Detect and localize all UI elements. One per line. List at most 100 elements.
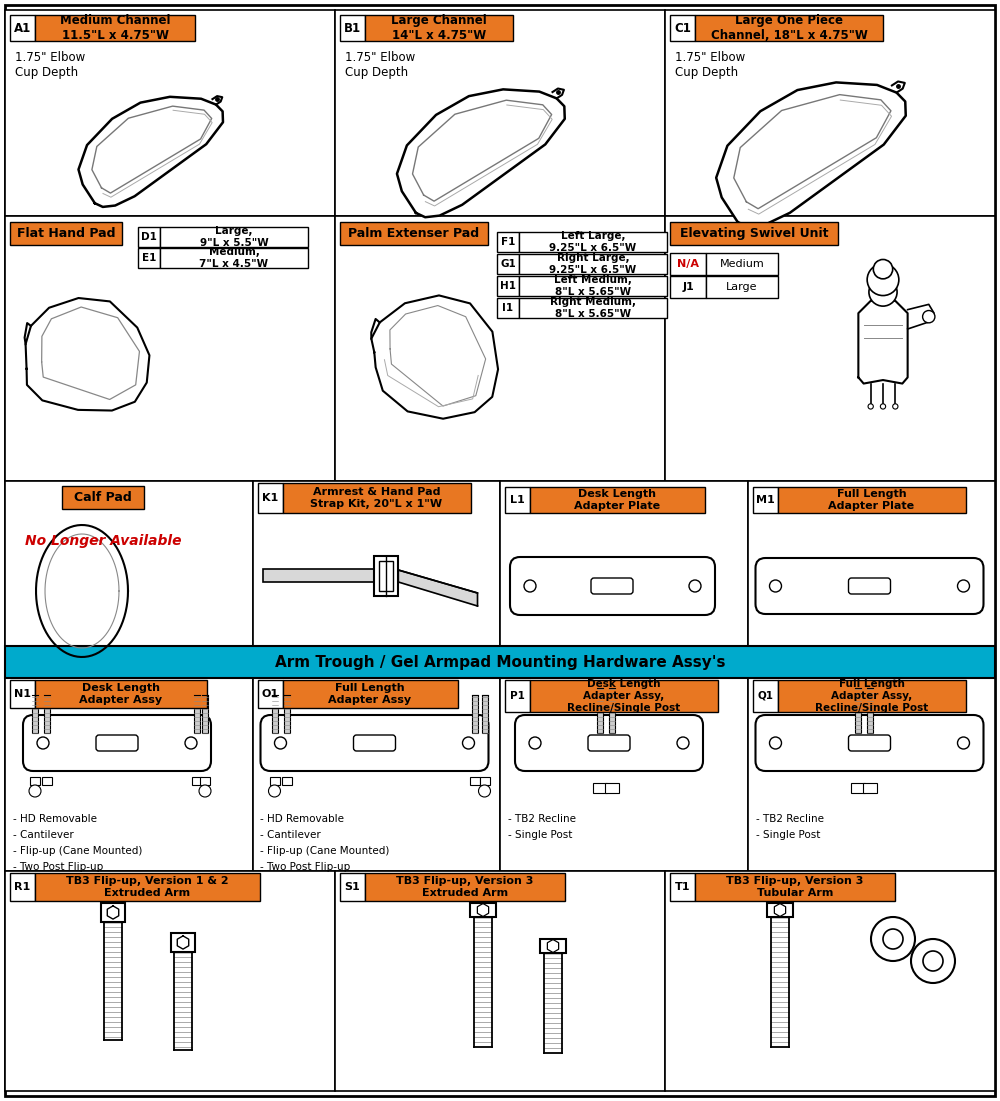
Bar [605,783,619,793]
Bar [262,569,374,582]
Polygon shape [858,301,908,383]
Circle shape [958,737,970,749]
Bar [866,688,872,733]
Text: Elevating Swivel Unit: Elevating Swivel Unit [680,227,828,240]
Bar [670,222,838,246]
Bar [470,903,496,917]
Text: Full Length
Adapter Assy,
Recline/Single Post: Full Length Adapter Assy, Recline/Single… [815,679,928,712]
Polygon shape [398,570,478,606]
Bar [138,227,160,247]
Circle shape [869,277,897,306]
Bar [519,254,667,274]
Circle shape [268,785,280,797]
Bar [472,695,478,733]
Bar [5,871,335,1091]
Text: - HD Removable: - HD Removable [13,814,97,824]
Bar [340,222,488,246]
Bar [374,556,398,596]
FancyBboxPatch shape [591,578,633,595]
Bar [379,562,393,591]
Bar [252,481,500,646]
Bar [258,680,283,708]
Text: - Single Post: - Single Post [756,830,820,840]
Bar [10,680,35,708]
Circle shape [689,580,701,592]
Text: Calf Pad: Calf Pad [74,491,132,504]
Bar [365,873,565,901]
Bar [540,939,566,953]
Text: TB3 Flip-up, Version 3
Tubular Arm: TB3 Flip-up, Version 3 Tubular Arm [726,876,864,897]
Circle shape [883,929,903,949]
Text: F1: F1 [501,237,515,247]
Bar [470,777,480,785]
Bar [10,15,35,41]
Bar [670,15,695,41]
Bar [284,695,290,733]
Text: G1: G1 [500,259,516,269]
Text: - HD Removable: - HD Removable [260,814,344,824]
Text: TB3 Flip-up, Version 3
Extruded Arm: TB3 Flip-up, Version 3 Extruded Arm [396,876,534,897]
Bar [670,253,706,275]
Text: Full Length
Adapter Assy: Full Length Adapter Assy [328,684,412,705]
Bar [497,298,519,318]
FancyBboxPatch shape [96,735,138,751]
FancyBboxPatch shape [515,715,703,771]
FancyBboxPatch shape [588,735,630,751]
Bar [192,777,202,785]
Text: Palm Extenser Pad: Palm Extenser Pad [348,227,480,240]
Text: Left Medium,
8"L x 5.65"W: Left Medium, 8"L x 5.65"W [554,275,632,297]
Text: - Cantilever: - Cantilever [260,830,321,840]
Bar [505,487,530,513]
Text: 1.75" Elbow
Cup Depth: 1.75" Elbow Cup Depth [675,51,745,79]
Circle shape [529,737,541,749]
Bar [778,680,966,712]
Bar [35,680,207,708]
Bar [778,487,966,513]
Bar [252,678,500,871]
Bar [706,276,778,298]
Bar [283,483,471,513]
Bar [200,777,210,785]
Circle shape [29,785,41,797]
Text: - Flip-up (Cane Mounted): - Flip-up (Cane Mounted) [260,846,390,855]
FancyBboxPatch shape [756,558,984,614]
Circle shape [880,404,886,410]
Bar [482,695,488,733]
Text: Flat Hand Pad: Flat Hand Pad [17,227,115,240]
Text: H1: H1 [500,281,516,291]
Bar [519,232,667,252]
Polygon shape [212,96,222,105]
Bar [706,253,778,275]
Circle shape [867,264,899,295]
Bar [101,903,125,922]
Bar [497,276,519,296]
Bar [519,276,667,296]
Text: 1.75" Elbow
Cup Depth: 1.75" Elbow Cup Depth [345,51,415,79]
Bar [748,678,995,871]
Bar [171,933,195,952]
Text: K1: K1 [262,493,278,503]
Bar [282,777,292,785]
Text: J1: J1 [682,282,694,292]
Polygon shape [397,89,565,217]
Text: Medium: Medium [720,259,764,269]
Bar [138,248,160,268]
Text: Desk Length
Adapter Assy,
Recline/Single Post: Desk Length Adapter Assy, Recline/Single… [567,679,681,712]
Bar [335,216,665,481]
Bar [270,777,280,785]
Polygon shape [78,97,223,207]
Circle shape [479,785,490,797]
Text: Large: Large [726,282,758,292]
Bar [5,646,995,678]
Text: - Cantilever: - Cantilever [13,830,74,840]
Text: - Flip-up (Cane Mounted): - Flip-up (Cane Mounted) [13,846,142,855]
Bar [160,227,308,247]
Bar [665,10,995,216]
Bar [695,873,895,901]
Bar [753,487,778,513]
Text: O1: O1 [261,689,279,699]
Bar [258,483,283,513]
Bar [5,678,252,871]
Bar [665,871,995,1091]
Bar [505,680,530,712]
